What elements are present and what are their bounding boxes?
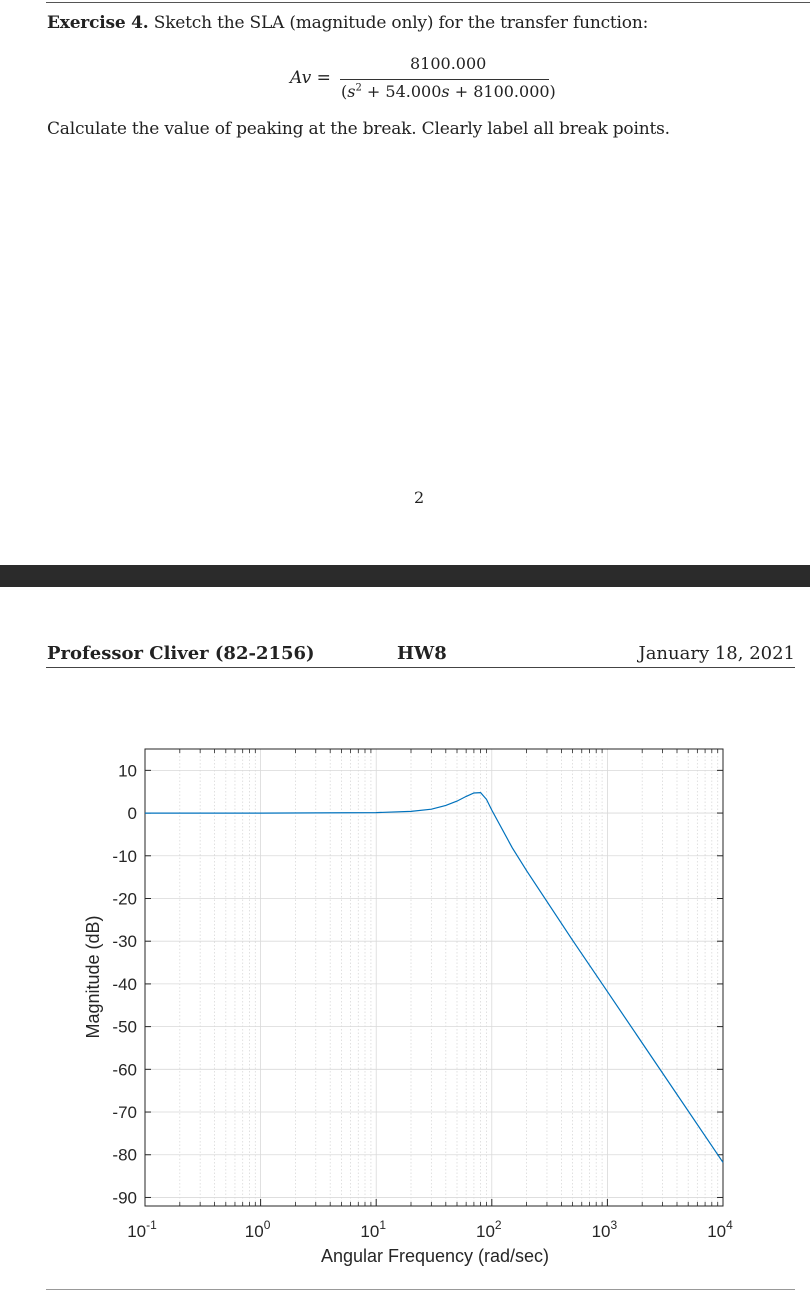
plot-frame — [144, 748, 724, 1207]
y-tick-label: -50 — [112, 1018, 137, 1037]
den-exp: 2 — [355, 82, 362, 94]
grid-minor — [179, 749, 719, 1206]
x-tick-label: 103 — [592, 1218, 618, 1241]
den-var2: s — [441, 82, 450, 101]
header-date: January 18, 2021 — [638, 643, 795, 664]
exercise-prompt: Sketch the SLA (magnitude only) for the … — [153, 13, 649, 33]
x-tick-label: 104 — [707, 1218, 733, 1241]
y-tick-label: 0 — [128, 804, 137, 823]
axis-ticks — [144, 749, 724, 1206]
y-tick-label: -20 — [112, 889, 137, 908]
equation-denominator: (s2 + 54.000s + 8100.000) — [341, 82, 556, 101]
y-tick-labels: 10 0 -10 -20 -30 -40 -50 -60 -70 -80 -90 — [112, 761, 137, 1207]
den-mid: + 54.000 — [361, 82, 442, 101]
x-axis-label: Angular Frequency (rad/sec) — [321, 1246, 549, 1266]
equation-lhs: Av = — [290, 68, 331, 88]
page-number: 2 — [414, 488, 425, 507]
y-tick-label: -70 — [112, 1103, 137, 1122]
bode-magnitude-plot: 100-10-20-30-40-50-60-70-80-90 10-1 100 10… — [83, 748, 733, 1266]
den-var: s — [347, 82, 356, 101]
y-tick-label: -80 — [112, 1146, 137, 1165]
page-divider — [0, 565, 810, 587]
y-tick-label: -10 — [112, 847, 137, 866]
x-tick-labels: 10-1 100 101 102 103 104 — [127, 1218, 733, 1241]
den-open: ( — [341, 82, 348, 101]
y-tick-label: -40 — [112, 975, 137, 994]
fraction-bar — [340, 79, 549, 80]
equation-numerator: 8100.000 — [410, 54, 487, 73]
y-tick-label: -30 — [112, 932, 137, 951]
den-tail: + 8100.000) — [449, 82, 556, 101]
x-tick-label: 10-1 — [127, 1218, 157, 1241]
header-rule — [46, 667, 795, 668]
y-tick-label: -60 — [112, 1060, 137, 1079]
x-tick-label: 100 — [245, 1218, 271, 1241]
magnitude-series-line — [145, 791, 724, 1163]
y-axis-label: Magnitude (dB) — [83, 915, 103, 1038]
exercise-label: Exercise 4. — [47, 13, 149, 33]
x-tick-label: 102 — [476, 1218, 502, 1241]
y-tick-label: 10 — [118, 761, 137, 780]
x-tick-label: 101 — [360, 1218, 386, 1241]
header-assignment: HW8 — [397, 643, 447, 664]
bottom-rule — [46, 1289, 795, 1290]
header-professor: Professor Cliver (82-2156) — [47, 643, 315, 664]
exercise-statement: Exercise 4. Sketch the SLA (magnitude on… — [47, 13, 648, 33]
instruction-text: Calculate the value of peaking at the br… — [47, 119, 670, 139]
top-rule — [46, 2, 810, 3]
grid-major — [144, 749, 724, 1206]
y-tick-label: -90 — [112, 1188, 137, 1207]
